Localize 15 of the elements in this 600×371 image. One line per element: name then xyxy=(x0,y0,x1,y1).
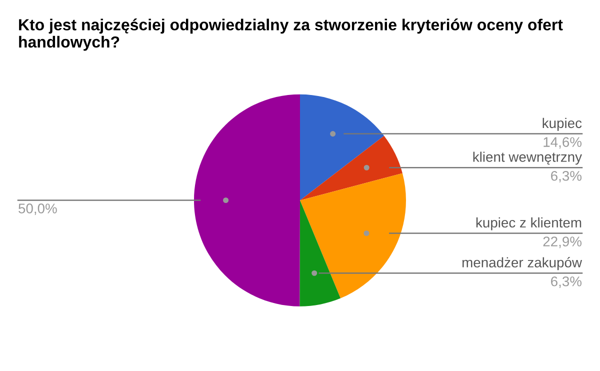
pie-slice xyxy=(300,136,402,200)
data-label: 6,3% xyxy=(551,276,582,288)
slice-label: kupiec xyxy=(542,118,582,131)
slice-label: klient wewnętrzny xyxy=(473,152,582,165)
data-label: 14,6% xyxy=(544,137,582,149)
chart-title: Kto jest najczęściej odpowiedzialny za stworzenie kryteriów oceny ofert handlowych? xyxy=(19,18,563,51)
data-label: 22,9% xyxy=(543,236,582,248)
pie-slice xyxy=(300,94,384,200)
slice-label: menadżer zakupów xyxy=(462,257,582,270)
pie-slice xyxy=(194,94,300,306)
data-label: 50,0% xyxy=(18,204,57,216)
slice-label: kupiec z klientem xyxy=(476,217,582,230)
data-label: 6,3% xyxy=(551,170,582,182)
pie-slice xyxy=(300,173,406,298)
pie-slice xyxy=(300,200,341,306)
